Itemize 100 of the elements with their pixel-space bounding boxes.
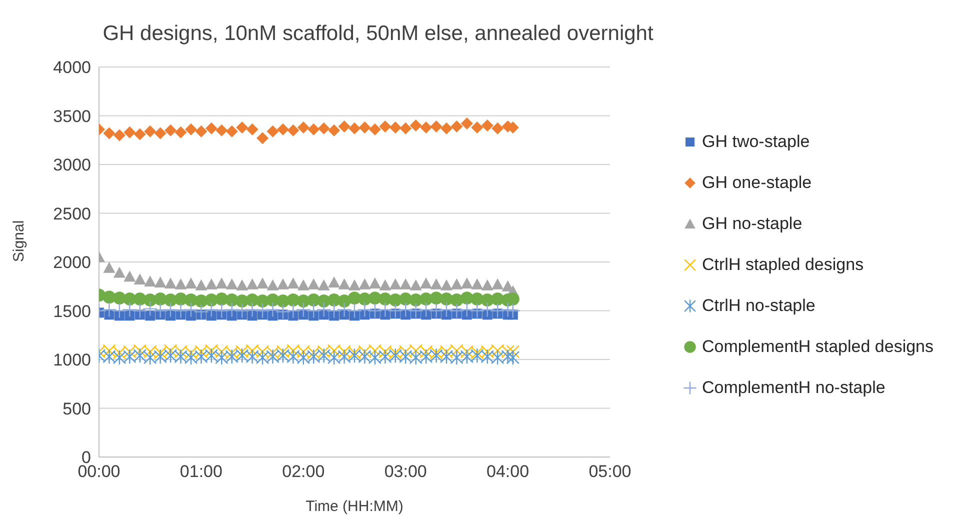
- point: [184, 277, 197, 288]
- point: [460, 345, 474, 358]
- point: [440, 345, 454, 358]
- point: [400, 278, 412, 290]
- point: [276, 123, 289, 136]
- y-tick-label: 4000: [53, 58, 91, 78]
- point: [204, 348, 218, 364]
- x-tick-label: 03:00: [384, 462, 427, 482]
- point: [256, 277, 269, 288]
- point: [490, 344, 504, 358]
- point: [399, 345, 412, 358]
- point: [450, 120, 463, 132]
- point: [368, 123, 381, 136]
- point: [256, 132, 269, 144]
- point: [307, 346, 320, 360]
- point: [215, 350, 228, 366]
- legend-label: GH one-staple: [702, 172, 812, 192]
- point: [122, 302, 138, 318]
- point: [112, 303, 128, 318]
- point: [338, 278, 350, 290]
- point: [428, 303, 444, 318]
- x-tick-label: 01:00: [180, 462, 222, 482]
- point: [194, 304, 209, 320]
- point: [164, 277, 177, 288]
- point: [430, 278, 442, 290]
- point: [492, 122, 504, 134]
- point: [400, 122, 412, 134]
- point: [133, 344, 146, 358]
- point: [112, 350, 126, 366]
- point: [102, 348, 116, 364]
- x-axis-title: Time (HH:MM): [306, 498, 404, 515]
- point: [235, 345, 249, 358]
- point: [506, 350, 520, 366]
- point: [440, 279, 452, 290]
- point: [144, 345, 157, 358]
- point: [450, 278, 463, 290]
- point: [480, 348, 494, 364]
- point: [205, 278, 218, 290]
- point: [224, 302, 240, 318]
- point: [276, 345, 290, 358]
- y-tick-label: 2000: [53, 253, 91, 272]
- point: [296, 302, 311, 318]
- point: [420, 121, 432, 134]
- point: [297, 279, 310, 290]
- point: [440, 348, 454, 364]
- point: [388, 348, 402, 364]
- x-tick-label: 04:00: [486, 462, 530, 482]
- point: [275, 304, 291, 320]
- point: [368, 344, 382, 358]
- point: [358, 345, 372, 358]
- point: [327, 344, 341, 358]
- point: [195, 279, 208, 290]
- point: [174, 126, 187, 138]
- point: [358, 348, 372, 364]
- point: [184, 346, 198, 360]
- point: [317, 345, 330, 358]
- point: [338, 120, 350, 132]
- point: [450, 350, 464, 366]
- point: [388, 303, 403, 318]
- legend-label: GH two-staple: [702, 132, 810, 152]
- point: [419, 345, 433, 358]
- point: [276, 348, 290, 364]
- legend-label: ComplementH stapled designs: [702, 336, 934, 356]
- point: [152, 303, 168, 318]
- point: [471, 278, 484, 290]
- point: [133, 348, 146, 364]
- point: [358, 121, 371, 134]
- point: [103, 127, 116, 140]
- point: [205, 122, 218, 134]
- point: [481, 279, 494, 290]
- point: [470, 303, 485, 318]
- point: [154, 127, 166, 140]
- point: [154, 348, 167, 364]
- point: [216, 277, 228, 288]
- y-tick-label: 3500: [53, 106, 91, 126]
- point: [174, 348, 188, 364]
- point: [266, 279, 279, 290]
- point: [388, 346, 402, 360]
- point: [195, 125, 208, 138]
- point: [490, 303, 506, 318]
- point: [500, 302, 516, 318]
- point: [287, 277, 300, 288]
- point: [348, 279, 360, 290]
- point: [124, 270, 136, 282]
- chart-title: GH designs, 10nM scaffold, 50nM else, annealed overnight: [102, 22, 654, 46]
- point: [214, 303, 230, 318]
- point: [378, 345, 392, 358]
- point: [154, 346, 167, 360]
- point: [287, 124, 300, 136]
- point: [317, 348, 330, 364]
- point: [492, 278, 504, 290]
- point: [204, 302, 220, 318]
- point: [254, 303, 270, 318]
- point: [256, 345, 270, 358]
- point: [378, 348, 392, 364]
- point: [246, 123, 258, 136]
- y-tick-label: 3000: [53, 156, 91, 175]
- point: [471, 121, 484, 134]
- point: [460, 348, 474, 364]
- point: [338, 348, 351, 364]
